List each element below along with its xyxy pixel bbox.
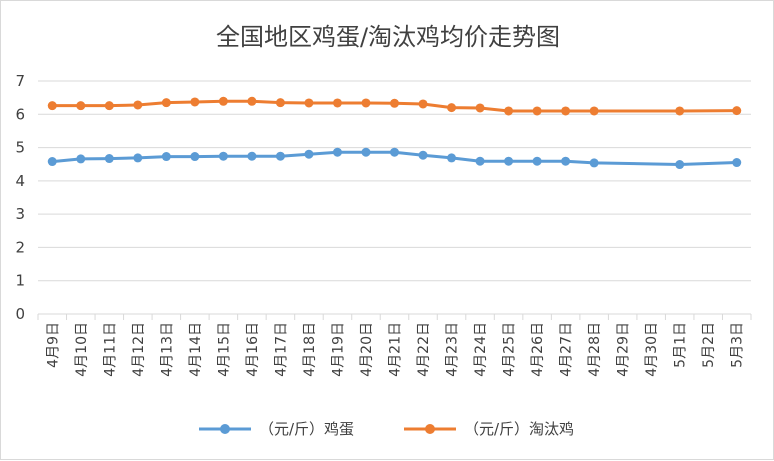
legend-label: （元/斤）鸡蛋: [259, 420, 354, 438]
data-point: [190, 97, 200, 107]
x-tick-label: 4月15日: [216, 322, 232, 377]
data-point: [561, 156, 571, 166]
x-tick-label: 4月26日: [530, 322, 546, 377]
data-point: [447, 153, 457, 163]
x-tick-label: 4月10日: [74, 322, 90, 377]
legend: （元/斤）鸡蛋 （元/斤）淘汰鸡: [199, 420, 574, 438]
x-tick-label: 4月16日: [245, 322, 261, 377]
data-point: [332, 147, 342, 157]
x-tick-label: 4月23日: [445, 322, 461, 377]
x-tick-label: 4月12日: [131, 322, 147, 377]
data-point: [218, 151, 228, 161]
data-point: [418, 150, 428, 160]
data-point: [504, 106, 514, 116]
x-tick-label: 4月14日: [188, 322, 204, 377]
chart-title: 全国地区鸡蛋/淘汰鸡均价走势图: [216, 23, 560, 51]
y-tick-label: 0: [15, 305, 25, 323]
y-axis-ticks: 0 1 2 3 4 5 6 7: [15, 72, 25, 323]
x-tick-label: 4月9日: [45, 322, 61, 368]
data-point: [589, 158, 599, 168]
data-point: [675, 106, 685, 116]
y-tick-label: 1: [15, 272, 25, 290]
data-point: [589, 106, 599, 116]
data-point: [361, 147, 371, 157]
legend-label: （元/斤）淘汰鸡: [464, 420, 574, 438]
data-point: [504, 156, 514, 166]
data-point: [304, 149, 314, 159]
y-tick-label: 7: [15, 72, 25, 90]
x-tick-label: 4月18日: [302, 322, 318, 377]
data-point: [275, 151, 285, 161]
data-point: [133, 153, 143, 163]
data-point: [675, 160, 685, 170]
data-point: [532, 156, 542, 166]
legend-swatch-marker: [220, 424, 230, 434]
data-point: [218, 96, 228, 106]
data-point: [247, 96, 257, 106]
x-tick-label: 5月1日: [673, 322, 689, 368]
x-tick-label: 4月11日: [102, 322, 118, 377]
data-point: [247, 151, 257, 161]
data-point: [475, 103, 485, 113]
data-point: [104, 101, 114, 111]
series-line: [52, 150, 737, 166]
x-tick-label: 4月28日: [587, 322, 603, 377]
data-point: [304, 98, 314, 108]
data-point: [361, 98, 371, 108]
gridlines: [38, 80, 751, 315]
x-tick-label: 4月25日: [502, 322, 518, 377]
data-point: [732, 106, 742, 116]
data-point: [332, 98, 342, 108]
data-point: [47, 101, 57, 111]
data-point: [190, 152, 200, 162]
y-tick-label: 2: [15, 238, 25, 256]
data-point: [732, 158, 742, 168]
x-tick-label: 4月17日: [273, 322, 289, 377]
series-line: [52, 99, 737, 113]
x-axis-ticks: 4月9日 4月10日 4月11日 4月12日 4月13日 4月14日 4月15日 4月16日 4…: [37, 314, 752, 377]
x-tick-label: 4月19日: [330, 322, 346, 377]
data-point: [47, 157, 57, 167]
data-point: [390, 98, 399, 108]
data-point: [475, 156, 485, 166]
data-point: [133, 100, 143, 110]
y-tick-label: 3: [15, 205, 25, 223]
data-point: [76, 101, 86, 111]
x-tick-label: 4月13日: [159, 322, 175, 377]
data-point: [161, 98, 171, 108]
data-point: [561, 106, 571, 116]
x-tick-label: 4月30日: [644, 322, 660, 377]
data-point: [161, 152, 171, 162]
legend-swatch-marker: [425, 424, 435, 434]
data-point: [532, 106, 542, 116]
x-tick-label: 5月2日: [701, 322, 717, 368]
x-tick-label: 4月20日: [359, 322, 375, 377]
x-tick-label: 4月24日: [473, 322, 489, 377]
y-tick-label: 6: [15, 105, 25, 123]
x-tick-label: 5月3日: [730, 322, 746, 368]
data-point: [104, 154, 114, 164]
data-point: [76, 154, 86, 164]
series-lines: [47, 96, 742, 170]
x-tick-label: 4月29日: [616, 322, 632, 377]
data-point: [390, 147, 399, 157]
x-tick-label: 4月27日: [559, 322, 575, 377]
y-tick-label: 4: [15, 172, 25, 190]
x-tick-label: 4月22日: [416, 322, 432, 377]
data-point: [418, 99, 428, 109]
data-point: [447, 103, 457, 113]
y-tick-label: 5: [15, 139, 25, 157]
data-point: [275, 98, 285, 108]
x-tick-label: 4月21日: [388, 322, 404, 377]
